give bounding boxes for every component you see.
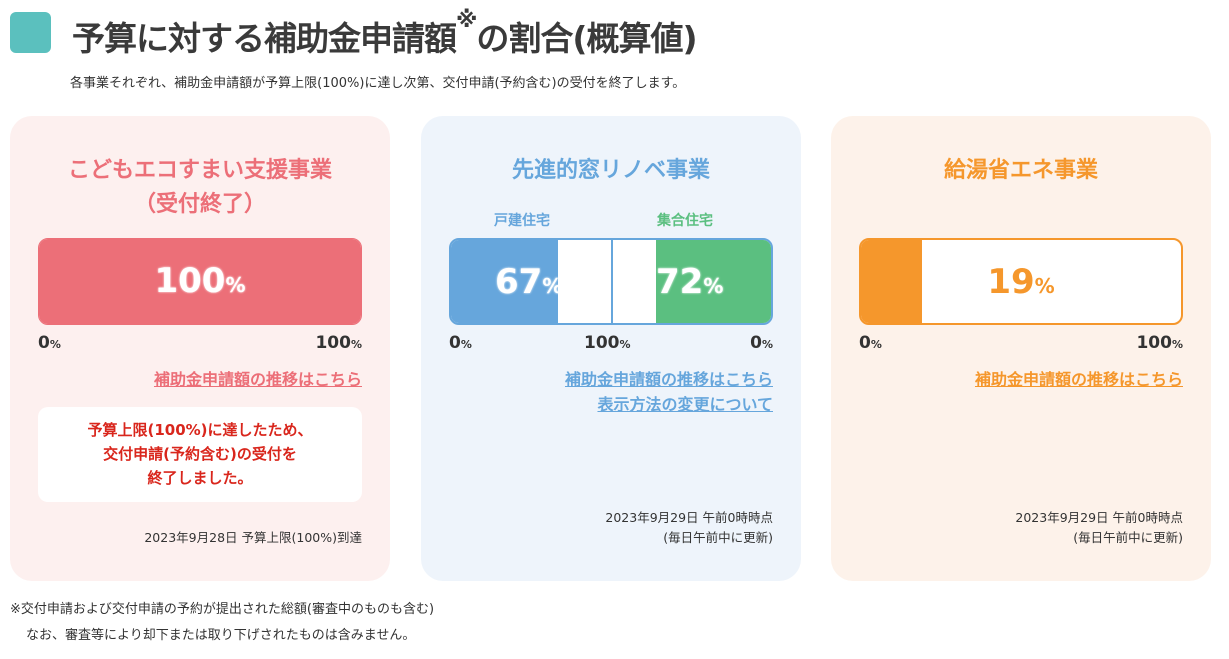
card-title: 先進的窓リノベ事業 bbox=[511, 158, 710, 183]
tick-unit: % bbox=[619, 338, 631, 351]
percent-value: 67 bbox=[495, 262, 543, 302]
progress-fill bbox=[39, 239, 361, 324]
closed-notice: 予算上限(100%)に達したため、 交付申請(予約含む)の受付を 終了しました。 bbox=[38, 407, 362, 502]
tick-value: 0 bbox=[750, 333, 762, 353]
status-note: 2023年9月28日 予算上限(100%)到達 bbox=[144, 530, 362, 545]
tick-unit: % bbox=[870, 338, 882, 351]
label-detached-house: 戸建住宅 bbox=[494, 213, 550, 229]
label-apartment: 集合住宅 bbox=[657, 213, 713, 229]
tick-value: 0 bbox=[38, 333, 50, 353]
progress-percent: 19% bbox=[861, 262, 1181, 302]
closed-notice-line: 終了しました。 bbox=[147, 469, 253, 487]
page-title: 予算に対する補助金申請額※の割合(概算値) bbox=[72, 8, 698, 60]
title-marker bbox=[10, 12, 51, 53]
tick-unit: % bbox=[350, 338, 362, 351]
tick-value: 0 bbox=[449, 333, 461, 353]
percent-unit: % bbox=[1034, 274, 1055, 298]
card-title: こどもエコすまい支援事業 （受付終了） bbox=[10, 154, 390, 222]
percent-unit: % bbox=[703, 274, 724, 298]
tick-min: 0% bbox=[859, 333, 882, 353]
progress-bar: 100% bbox=[38, 238, 362, 325]
dual-progress-bar: 67% 72% bbox=[449, 238, 773, 325]
tick-unit: % bbox=[460, 338, 472, 351]
tick-unit: % bbox=[761, 338, 773, 351]
card-kodomo-eco: こどもエコすまい支援事業 （受付終了） 100% 0% 100% 補助金申請額の推… bbox=[10, 116, 390, 581]
note-line: 2023年9月29日 午前0時時点 bbox=[605, 510, 773, 525]
card-title-line1: こどもエコすまい支援事業 bbox=[67, 158, 332, 183]
footnote-line2: なお、審査等により却下または取り下げされたものは含みません。 bbox=[26, 628, 416, 643]
page-subtitle: 各事業それぞれ、補助金申請額が予算上限(100%)に達し次第、交付申請(予約含む… bbox=[70, 76, 686, 91]
footnote-line1: ※交付申請および交付申請の予約が提出された総額(審査中のものも含む) bbox=[10, 602, 435, 617]
card-window-renovation: 先進的窓リノベ事業 戸建住宅 集合住宅 67% 72% 0% 100% 0% 補… bbox=[421, 116, 801, 581]
center-divider bbox=[611, 240, 613, 323]
history-link[interactable]: 補助金申請額の推移はこちら bbox=[974, 370, 1183, 389]
tick-value: 100 bbox=[584, 333, 620, 353]
tick-max: 100% bbox=[315, 333, 362, 353]
history-link[interactable]: 補助金申請額の推移はこちら bbox=[564, 370, 773, 389]
percent-value: 19 bbox=[987, 262, 1035, 302]
tick-value: 100 bbox=[315, 333, 351, 353]
progress-fill bbox=[861, 240, 922, 323]
note-line: 2023年9月29日 午前0時時点 bbox=[1015, 510, 1183, 525]
note-line: (毎日午前中に更新) bbox=[1073, 530, 1183, 545]
percent-value: 100 bbox=[154, 261, 226, 301]
card-water-heater: 給湯省エネ事業 19% 0% 100% 補助金申請額の推移はこちら 2023年9… bbox=[831, 116, 1211, 581]
card-title-line2: （受付終了） bbox=[133, 192, 266, 217]
title-text: 予算に対する補助金申請額 bbox=[72, 19, 457, 58]
tick-max: 100% bbox=[1136, 333, 1183, 353]
status-note: 2023年9月29日 午前0時時点 (毎日午前中に更新) bbox=[605, 508, 773, 548]
percent-value: 72 bbox=[656, 262, 704, 302]
tick-value: 0 bbox=[859, 333, 871, 353]
title-footnote-mark: ※ bbox=[456, 8, 477, 33]
tick-mid: 100% bbox=[584, 333, 631, 353]
percent-unit: % bbox=[542, 274, 563, 298]
tick-min: 0% bbox=[38, 333, 61, 353]
card-title: 給湯省エネ事業 bbox=[943, 158, 1098, 183]
status-note: 2023年9月29日 午前0時時点 (毎日午前中に更新) bbox=[1015, 508, 1183, 548]
progress-bar: 19% bbox=[859, 238, 1183, 325]
history-link[interactable]: 補助金申請額の推移はこちら bbox=[153, 370, 362, 389]
tick-unit: % bbox=[1171, 338, 1183, 351]
title-tail: の割合(概算値) bbox=[476, 19, 697, 58]
percent-apartment: 72% bbox=[656, 262, 723, 302]
progress-percent: 100% bbox=[39, 261, 361, 301]
progress-fill-detached bbox=[451, 240, 559, 323]
closed-notice-line: 交付申請(予約含む)の受付を bbox=[103, 445, 297, 463]
tick-unit: % bbox=[49, 338, 61, 351]
tick-right: 0% bbox=[750, 333, 773, 353]
tick-value: 100 bbox=[1136, 333, 1172, 353]
percent-detached: 67% bbox=[495, 262, 562, 302]
tick-left: 0% bbox=[449, 333, 472, 353]
closed-notice-line: 予算上限(100%)に達したため、 bbox=[87, 421, 313, 439]
progress-fill-apartment bbox=[655, 240, 771, 323]
note-line: (毎日午前中に更新) bbox=[663, 530, 773, 545]
display-method-link[interactable]: 表示方法の変更について bbox=[597, 395, 773, 414]
percent-unit: % bbox=[225, 273, 246, 297]
